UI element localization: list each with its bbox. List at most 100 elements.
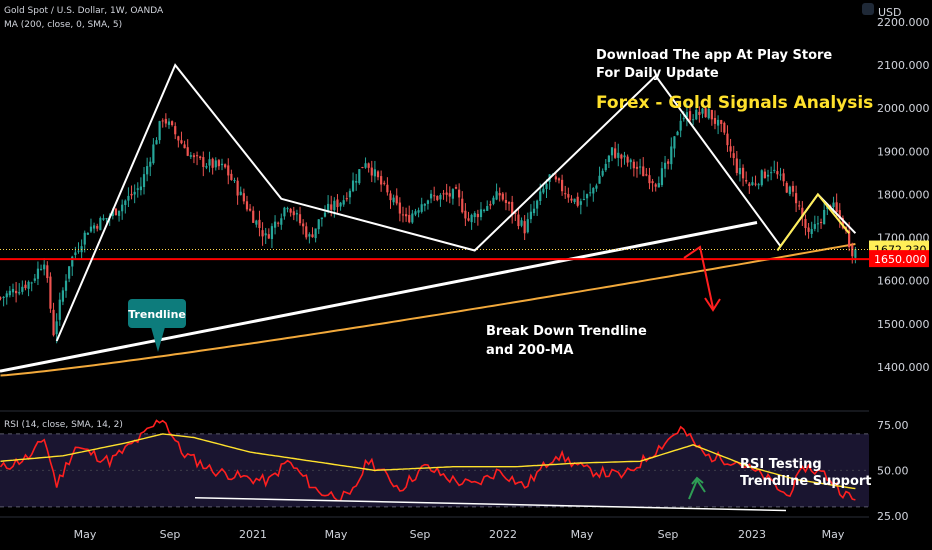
candle-body [376,171,380,178]
price-unit-label: USD [878,6,902,19]
candle-body [813,224,816,229]
promo-text-line2: For Daily Update [596,66,719,81]
candle-body [673,136,676,149]
candle-body [33,278,36,281]
rsi-ma-line [0,433,856,490]
candle-body [64,280,68,291]
rsi-indicator-title[interactable]: RSI (14, close, SMA, 14, 2) [4,420,123,430]
candle-body [682,118,685,120]
candle-body [788,186,791,195]
candle-body [729,146,732,152]
support-price-tag-label: 1650.000 [874,253,927,266]
price-tick-label: 2000.000 [877,102,930,115]
candle-body [58,299,61,320]
candle-body [495,191,498,200]
candle-body [230,173,233,180]
time-tick-label: May [74,528,97,541]
candle-body [748,183,751,187]
candle-body [461,198,464,213]
candle-body [242,193,245,202]
candle-body [24,284,27,289]
candle-body [486,206,489,211]
symbol-title: Gold Spot / U.S. Dollar, 1W, OANDA [4,6,164,16]
rsi-line [0,419,856,502]
candle-body [401,214,405,216]
candle-body [442,193,445,195]
candle-body [773,169,776,171]
candle-body [89,226,93,232]
candle-body [710,109,713,120]
candle-body [342,200,345,205]
candle-body [308,234,311,237]
candle-body [498,192,501,196]
candle-body [701,108,704,114]
candle-body [454,187,458,189]
support-price-tag[interactable] [869,250,929,268]
candle-body [823,209,826,225]
candle-body [227,165,230,176]
candle-body [114,208,118,216]
candle-body [785,182,788,193]
candle-body [205,166,208,168]
candle-body [74,252,77,256]
candle-body [582,199,586,201]
trendline-callout-box[interactable] [128,299,186,328]
candle-body [698,111,701,115]
candle-body [208,159,211,166]
candle-body [854,249,857,258]
candle-body [183,144,186,149]
candle-body [2,296,5,298]
candle-body [124,200,127,205]
candle-body [617,152,620,158]
candle-body [667,161,670,164]
candle-body [398,202,401,214]
candle-body [152,144,155,164]
candle-body [77,250,80,252]
candle-body [373,169,376,177]
candle-body [386,184,389,193]
candle-body [479,209,483,218]
candle-body [657,183,660,188]
candle-body [819,221,823,223]
candle-body [489,204,492,206]
candle-body [174,126,177,135]
candle-body [136,188,139,190]
candle-body [532,208,536,214]
candle-body [261,230,264,237]
candle-body [292,211,295,216]
candle-body [645,174,648,176]
candle-body [623,155,626,158]
candle-body [614,148,617,158]
candle-body [392,197,395,203]
candle-body [626,156,629,163]
candle-body [592,188,595,194]
candle-body [220,163,224,166]
candle-body [298,214,302,224]
candle-body [439,194,442,200]
candle-body [791,185,795,192]
price-tick-label: 1400.000 [877,361,930,374]
time-tick-label: 2022 [489,528,517,541]
candle-body [501,193,504,200]
time-tick-label: Sep [160,528,181,541]
candle-body [224,164,227,168]
time-tick-label: Sep [410,528,431,541]
candle-body [199,156,202,159]
candle-body [171,121,174,126]
candle-body [283,207,286,217]
settings-icon[interactable] [862,3,874,15]
candle-body [130,193,133,196]
candle-body [86,232,89,235]
ma-indicator-title[interactable]: MA (200, close, 0, SMA, 5) [4,20,123,30]
rising-trendline [0,220,758,373]
candle-body [598,175,601,184]
candle-body [635,166,639,169]
candle-body [330,204,333,210]
candle-body [542,188,545,193]
candle-body [436,195,439,201]
candle-body [554,176,557,180]
candle-body [96,225,99,229]
candle-body [189,155,192,157]
